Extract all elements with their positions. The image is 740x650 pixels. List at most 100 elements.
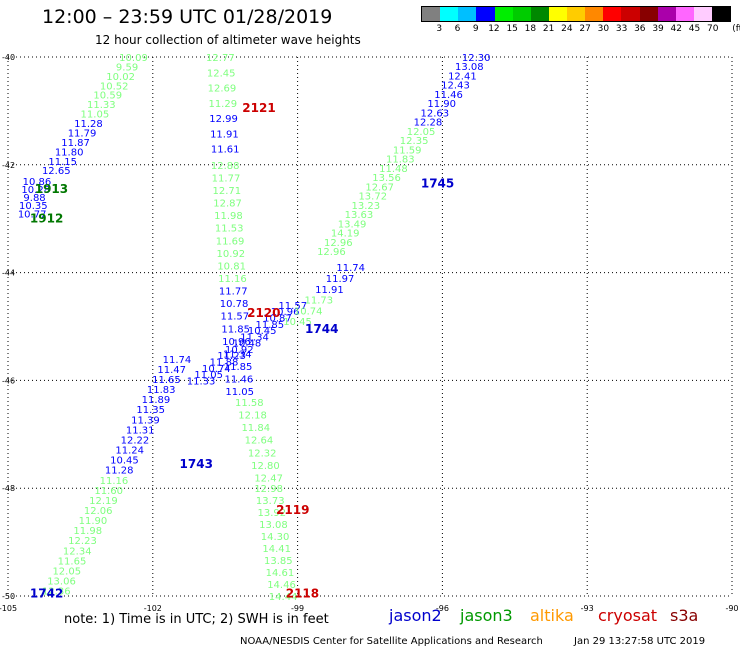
wave-height-value: 11.29 bbox=[208, 99, 237, 110]
wave-height-value: 12.77 bbox=[206, 53, 235, 64]
scale-label: 3 bbox=[436, 24, 443, 34]
scale-swatch bbox=[422, 7, 441, 21]
wave-height-value: 10.52 bbox=[100, 81, 129, 92]
wave-height-value: 9.88 bbox=[23, 193, 45, 204]
footer-timestamp: Jan 29 13:27:58 UTC 2019 bbox=[574, 636, 706, 647]
scale-label: 15 bbox=[506, 24, 518, 34]
wave-height-value: 11.59 bbox=[393, 145, 422, 156]
track-time-label: 1745 bbox=[421, 177, 454, 191]
wave-height-value: 11.65 bbox=[152, 375, 181, 386]
wave-height-value: 11.88 bbox=[210, 358, 239, 369]
satellite-legend-cryosat: cryosat bbox=[598, 606, 658, 625]
lat-tick-label: -42 bbox=[2, 161, 15, 170]
wave-height-value: 11.74 bbox=[336, 263, 365, 274]
wave-height-value: 10.96 bbox=[271, 307, 300, 318]
wave-height-value: 12.35 bbox=[400, 136, 429, 147]
wave-height-value: 12.05 bbox=[407, 127, 436, 138]
wave-height-value: 12.80 bbox=[251, 461, 280, 472]
wave-height-color-scale bbox=[421, 6, 731, 22]
lat-tick-label: -50 bbox=[2, 592, 15, 601]
scale-unit: (ft) bbox=[732, 24, 740, 34]
scale-swatch bbox=[657, 7, 676, 21]
wave-height-value: 12.69 bbox=[208, 84, 237, 95]
wave-height-value: 13.06 bbox=[47, 577, 76, 588]
wave-height-value: 12.87 bbox=[213, 199, 242, 210]
track-time-label: 1744 bbox=[305, 322, 338, 336]
wave-height-value: 11.05 bbox=[81, 110, 110, 121]
wave-height-value: 11.15 bbox=[48, 157, 77, 168]
wave-height-value: 11.91 bbox=[210, 129, 239, 140]
lat-tick-label: -40 bbox=[2, 53, 15, 62]
wave-height-value: 12.67 bbox=[365, 182, 394, 193]
scale-swatch bbox=[603, 7, 622, 21]
wave-height-value: 10.74 bbox=[202, 364, 231, 375]
wave-height-value: 11.28 bbox=[105, 466, 134, 477]
scale-swatch bbox=[621, 7, 640, 21]
satellite-legend-jason2: jason2 bbox=[389, 606, 442, 625]
scale-label: 27 bbox=[579, 24, 591, 34]
wave-height-value: 11.79 bbox=[68, 128, 97, 139]
track-time-label: 2118 bbox=[286, 586, 319, 600]
wave-height-value: 11.46 bbox=[434, 90, 463, 101]
lon-tick-label: -90 bbox=[725, 604, 738, 613]
wave-height-value: 12.05 bbox=[52, 566, 81, 577]
lat-tick-label: -48 bbox=[2, 484, 15, 493]
wave-height-value: 12.34 bbox=[63, 546, 92, 557]
page-subtitle: 12 hour collection of altimeter wave hei… bbox=[95, 33, 361, 47]
scale-swatch bbox=[494, 7, 513, 21]
scale-swatch bbox=[712, 7, 731, 21]
scale-label: 42 bbox=[670, 24, 683, 34]
wave-height-value: 12.41 bbox=[448, 71, 477, 82]
units-note: note: 1) Time is in UTC; 2) SWH is in fe… bbox=[64, 612, 329, 627]
wave-height-value: 11.60 bbox=[94, 486, 123, 497]
wave-height-value: 12.88 bbox=[211, 161, 240, 172]
wave-height-value: 11.87 bbox=[61, 138, 90, 149]
wave-height-value: 13.72 bbox=[358, 192, 387, 203]
scale-swatch bbox=[512, 7, 531, 21]
wave-height-value: 9.59 bbox=[116, 62, 138, 73]
wave-height-value: 14.30 bbox=[261, 532, 290, 543]
wave-height-value: 12.71 bbox=[212, 186, 241, 197]
wave-height-value: 11.74 bbox=[163, 355, 192, 366]
wave-height-value: 12.96 bbox=[324, 238, 353, 249]
lat-tick-label: -46 bbox=[2, 376, 15, 385]
wave-height-value: 12.19 bbox=[89, 496, 118, 507]
wave-height-value: 10.45 bbox=[110, 456, 139, 467]
wave-height-value: 10.96 bbox=[222, 337, 251, 348]
satellite-legend-altika: altika bbox=[530, 606, 574, 625]
lon-tick-label: -96 bbox=[436, 604, 449, 613]
wave-height-value: 11.61 bbox=[211, 145, 240, 156]
wave-height-value: 12.96 bbox=[317, 247, 346, 258]
wave-height-value: 11.77 bbox=[219, 287, 248, 298]
wave-height-value: 10.35 bbox=[19, 201, 48, 212]
wave-height-value: 12.98 bbox=[254, 484, 283, 495]
wave-height-value: 13.23 bbox=[352, 201, 381, 212]
track-time-label: 1912 bbox=[30, 212, 63, 226]
wave-height-value: 13.49 bbox=[338, 219, 367, 230]
track-time-label: 2121 bbox=[242, 101, 275, 115]
footer-credit: NOAA/NESDIS Center for Satellite Applica… bbox=[240, 636, 543, 647]
wave-height-value: 12.18 bbox=[238, 411, 267, 422]
wave-height-value: 13.08 bbox=[259, 520, 288, 531]
wave-height-value: 14.46 bbox=[267, 580, 296, 591]
wave-height-value: 11.57 bbox=[221, 312, 250, 323]
wave-height-value: 11.33 bbox=[87, 100, 116, 111]
wave-height-value: 12.32 bbox=[248, 448, 277, 459]
scale-swatch bbox=[440, 7, 459, 21]
wave-height-value: 14.61 bbox=[266, 568, 295, 579]
wave-height-value: 10.78 bbox=[220, 299, 249, 310]
wave-height-value: 11.85 bbox=[256, 320, 285, 331]
wave-height-value: 12.28 bbox=[414, 118, 443, 129]
satellite-legend-jason3: jason3 bbox=[460, 606, 513, 625]
wave-height-value: 13.85 bbox=[264, 556, 293, 567]
wave-height-value: 13.73 bbox=[256, 496, 285, 507]
wave-height-value: 12.45 bbox=[207, 68, 236, 79]
wave-height-value: 11.83 bbox=[386, 155, 415, 166]
scale-swatch bbox=[476, 7, 495, 21]
wave-height-value: 11.80 bbox=[55, 147, 84, 158]
scale-swatch bbox=[693, 7, 712, 21]
wave-height-value: 12.65 bbox=[42, 166, 71, 177]
